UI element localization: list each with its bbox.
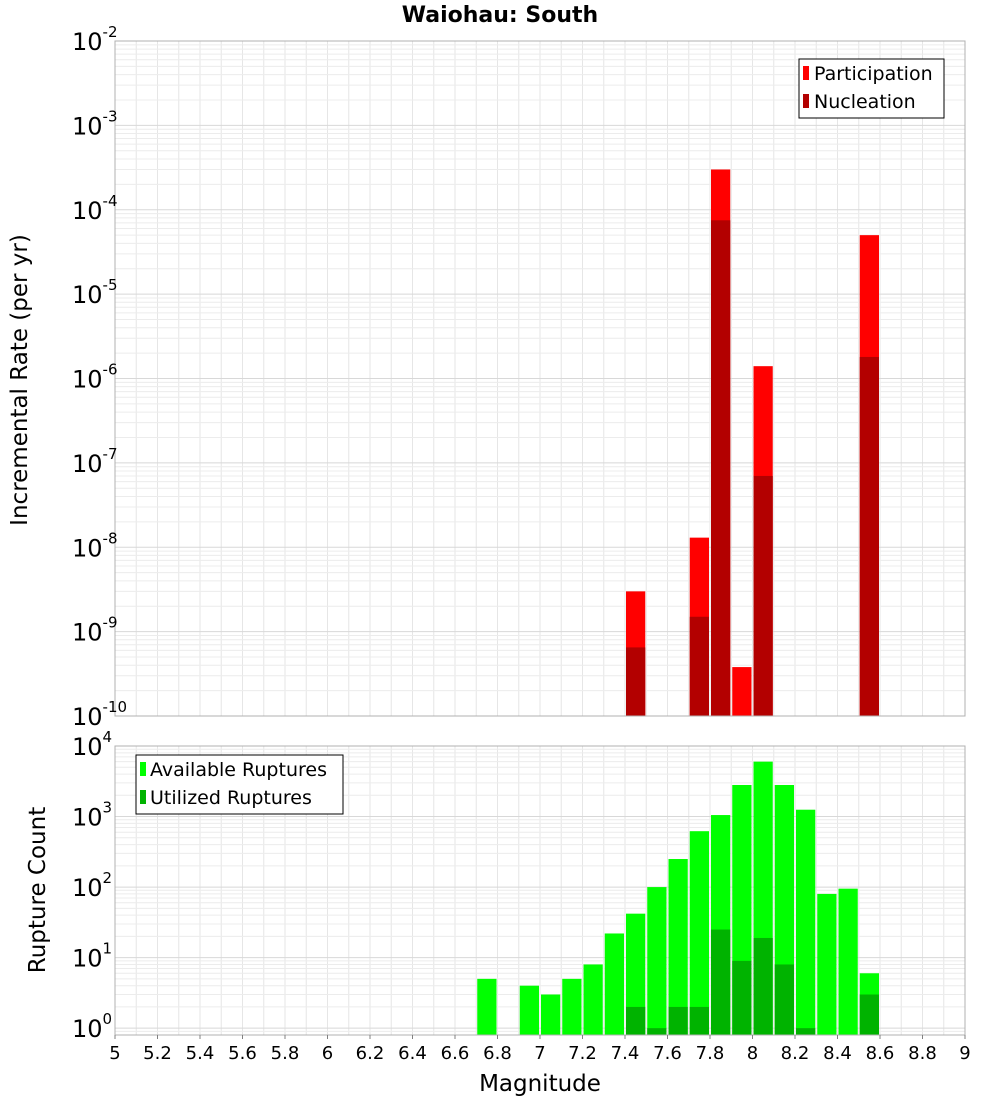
top-y-tick-label: 10-6 (72, 361, 118, 394)
x-tick-label: 6 (322, 1043, 333, 1064)
legend-swatch-nucleation (803, 94, 809, 108)
top-y-tick-label: 10-7 (72, 445, 118, 478)
bottom-bars (477, 761, 879, 1035)
legend-label-participation: Participation (814, 63, 933, 85)
top-y-tick-label: 10-2 (72, 23, 118, 56)
bottom-y-tick-label: 104 (72, 728, 112, 761)
top-y-tick-label: 10-5 (72, 276, 118, 309)
bottom-y-tick-label: 101 (72, 940, 112, 973)
x-tick-label: 6.6 (441, 1043, 470, 1064)
utilized-ruptures-bar (647, 1028, 667, 1035)
x-tick-label: 5.6 (228, 1043, 257, 1064)
x-tick-label: 7.8 (696, 1043, 725, 1064)
top-legend: Participation Nucleation (798, 58, 945, 119)
x-tick-label: 7.6 (653, 1043, 682, 1064)
x-tick-label: 5 (109, 1043, 120, 1064)
bottom-y-tick-labels: 100 101 102 103 104 (72, 728, 112, 1043)
available-ruptures-bar (626, 913, 646, 1035)
available-ruptures-bar (647, 887, 667, 1035)
top-bars (626, 169, 879, 717)
top-plot-frame (114, 40, 966, 717)
x-tick-label: 6.8 (483, 1043, 512, 1064)
top-y-tick-label: 10-10 (72, 698, 127, 731)
nucleation-bar (711, 220, 731, 717)
available-ruptures-bar (796, 809, 816, 1035)
x-tick-label: 8.4 (823, 1043, 852, 1064)
chart-title: Waiohau: South (402, 3, 598, 28)
utilized-ruptures-bar (732, 960, 752, 1035)
x-axis-label: Magnitude (479, 1071, 601, 1097)
utilized-ruptures-bar (796, 1028, 816, 1035)
legend-swatch-utilized-ruptures (140, 790, 146, 804)
top-legend-box (798, 58, 945, 119)
x-tick-label: 8.6 (866, 1043, 895, 1064)
bottom-legend: Available Ruptures Utilized Ruptures (135, 754, 344, 815)
x-tick-label: 7 (534, 1043, 545, 1064)
available-ruptures-bar (668, 859, 688, 1035)
utilized-ruptures-bar (711, 929, 731, 1035)
legend-swatch-participation (803, 66, 809, 80)
available-ruptures-bar (477, 978, 497, 1035)
available-ruptures-bar (541, 994, 561, 1035)
available-ruptures-bar (519, 985, 539, 1035)
nucleation-bar (859, 356, 879, 716)
nucleation-bar (626, 647, 646, 716)
x-tick-label: 8.8 (908, 1043, 937, 1064)
top-gridlines (114, 41, 966, 717)
top-panel: 10-10 10-9 10-8 10-7 10-6 10-5 10-4 10-3 10-2 In… (7, 23, 966, 731)
utilized-ruptures-bar (668, 1006, 688, 1035)
x-tick-labels: 5 5.2 5.4 5.6 5.8 6 6.2 6.4 6.6 6.8 7 7.2 7.4 7.6 7.8 8… (109, 1035, 971, 1064)
legend-label-available-ruptures: Available Ruptures (150, 759, 327, 781)
top-y-tick-label: 10-3 (72, 107, 118, 140)
bottom-y-axis-label: Rupture Count (25, 807, 51, 973)
top-y-tick-label: 10-8 (72, 529, 118, 562)
participation-bar (732, 667, 752, 716)
utilized-ruptures-bar (774, 964, 794, 1035)
bottom-legend-box (135, 754, 344, 815)
available-ruptures-bar (604, 933, 624, 1035)
top-y-tick-labels: 10-10 10-9 10-8 10-7 10-6 10-5 10-4 10-3 10-2 (72, 23, 127, 731)
x-tick-label: 6.4 (398, 1043, 427, 1064)
available-ruptures-bar (838, 888, 858, 1035)
legend-swatch-available-ruptures (140, 762, 146, 776)
utilized-ruptures-bar (859, 994, 879, 1035)
x-tick-label: 7.2 (568, 1043, 597, 1064)
x-tick-label: 5.2 (143, 1043, 172, 1064)
x-tick-label: 8.2 (781, 1043, 810, 1064)
legend-label-utilized-ruptures: Utilized Ruptures (150, 787, 312, 809)
x-tick-label: 5.8 (271, 1043, 300, 1064)
bottom-y-tick-label: 103 (72, 799, 112, 832)
bottom-y-tick-label: 102 (72, 869, 112, 902)
available-ruptures-bar (817, 893, 837, 1035)
nucleation-bar (689, 616, 709, 716)
x-tick-label: 9 (959, 1043, 970, 1064)
available-ruptures-bar (689, 831, 709, 1035)
utilized-ruptures-bar (753, 937, 773, 1035)
bottom-y-tick-label: 100 (72, 1010, 112, 1043)
x-tick-label: 7.4 (611, 1043, 640, 1064)
available-ruptures-bar (562, 978, 582, 1035)
legend-label-nucleation: Nucleation (814, 91, 916, 113)
top-y-tick-label: 10-4 (72, 192, 118, 225)
x-tick-label: 5.4 (186, 1043, 215, 1064)
x-tick-label: 8 (747, 1043, 758, 1064)
nucleation-bar (753, 475, 773, 716)
utilized-ruptures-bar (626, 1006, 646, 1035)
x-tick-label: 6.2 (356, 1043, 385, 1064)
available-ruptures-bar (583, 964, 603, 1035)
bottom-panel: 100 101 102 103 104 5 5.2 5.4 5.6 5.8 6 6.2 6.4 6.6 6… (25, 728, 971, 1097)
utilized-ruptures-bar (689, 1006, 709, 1035)
top-y-tick-label: 10-9 (72, 614, 118, 647)
top-y-axis-label: Incremental Rate (per yr) (7, 234, 33, 526)
